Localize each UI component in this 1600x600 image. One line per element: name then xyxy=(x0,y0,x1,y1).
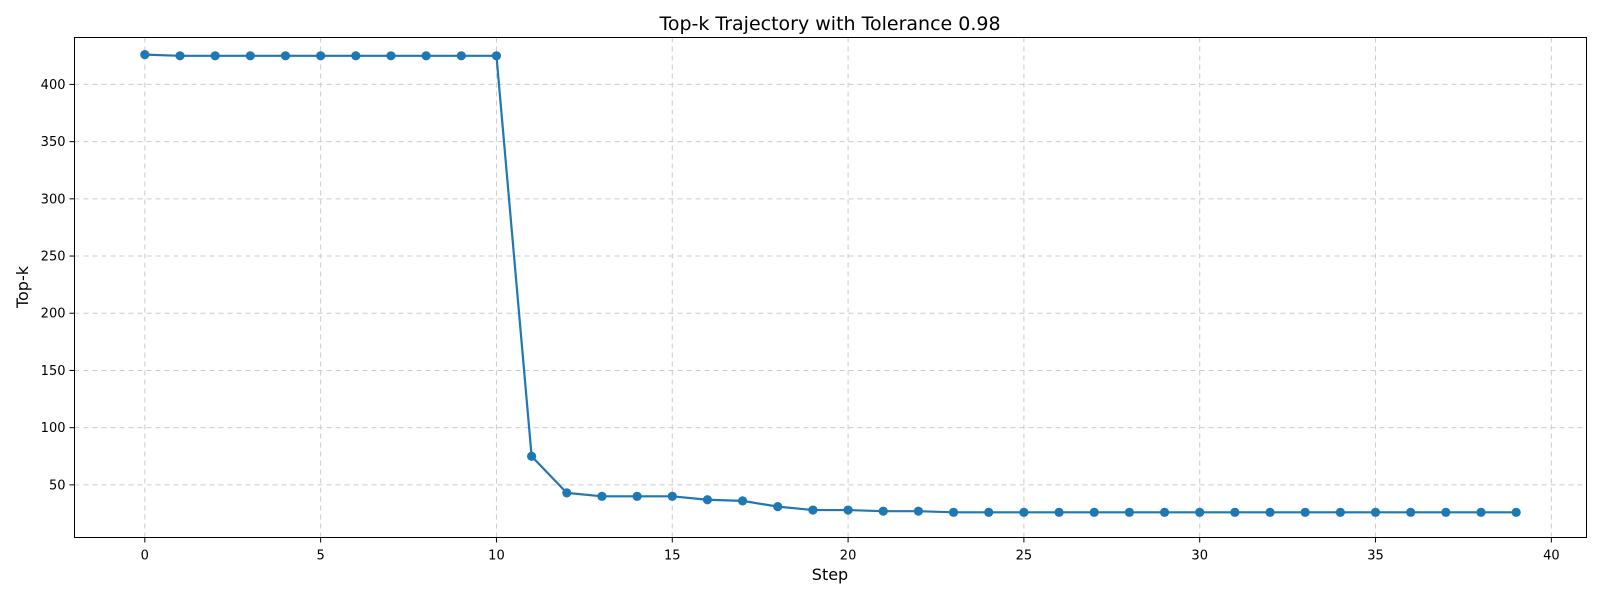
data-point xyxy=(597,491,607,501)
tick-layer: 0 5 10 15 20 25 30 35 40 50 100 150 200 250 300 350 400 xyxy=(41,78,1560,564)
x-tick-label: 35 xyxy=(1367,549,1384,564)
data-point xyxy=(737,496,748,506)
data-point xyxy=(1019,507,1029,517)
data-point xyxy=(948,507,959,517)
data-point xyxy=(562,488,572,498)
data-point xyxy=(245,51,255,61)
data-point xyxy=(1300,507,1310,517)
data-point xyxy=(280,51,291,61)
x-tick-label: 25 xyxy=(1016,549,1033,564)
data-point xyxy=(1476,507,1486,517)
x-tick-label: 10 xyxy=(488,549,505,564)
y-tick-label: 250 xyxy=(41,250,66,265)
data-point xyxy=(1124,507,1134,517)
data-point xyxy=(456,51,466,61)
chart-title: Top-k Trajectory with Tolerance 0.98 xyxy=(658,13,1000,35)
data-point xyxy=(140,50,150,60)
data-point xyxy=(386,51,396,61)
data-point xyxy=(210,51,220,61)
data-point xyxy=(1335,507,1345,517)
y-tick-label: 350 xyxy=(41,135,66,150)
data-point xyxy=(702,495,713,505)
data-point xyxy=(491,51,502,61)
data-point xyxy=(175,51,185,61)
x-tick-label: 20 xyxy=(840,549,857,564)
x-tick-label: 40 xyxy=(1543,549,1560,564)
y-tick-label: 100 xyxy=(41,421,66,436)
data-point xyxy=(1441,507,1451,517)
data-point xyxy=(527,451,537,461)
data-point xyxy=(421,51,431,61)
data-point xyxy=(843,505,853,515)
series-layer xyxy=(140,50,1521,517)
data-point xyxy=(632,491,642,501)
plot-frame xyxy=(74,37,1587,538)
x-tick-label: 5 xyxy=(316,549,324,564)
x-tick-label: 15 xyxy=(664,549,681,564)
data-point xyxy=(1265,507,1275,517)
data-point xyxy=(913,506,924,516)
y-tick-label: 400 xyxy=(41,78,66,93)
data-point xyxy=(1159,507,1170,517)
series-line xyxy=(144,53,1517,514)
x-tick-label: 30 xyxy=(1191,549,1208,564)
y-tick-label: 150 xyxy=(41,364,66,379)
data-point xyxy=(1230,507,1240,517)
data-point xyxy=(1511,507,1521,517)
data-point xyxy=(351,51,361,61)
data-point xyxy=(878,506,888,516)
data-point xyxy=(316,51,326,61)
y-tick-label: 50 xyxy=(49,478,66,493)
data-point xyxy=(808,505,818,515)
y-axis-label: Top-k xyxy=(13,265,32,309)
y-tick-label: 300 xyxy=(41,192,66,207)
data-point xyxy=(1089,507,1099,517)
x-axis-label: Step xyxy=(812,565,848,584)
grid-layer xyxy=(74,37,1587,538)
data-point xyxy=(1054,507,1064,517)
data-point xyxy=(1195,507,1205,517)
x-tick-label: 0 xyxy=(141,549,149,564)
y-tick-label: 200 xyxy=(41,307,66,322)
data-point xyxy=(1370,507,1381,517)
data-point xyxy=(667,491,677,501)
data-point xyxy=(1406,507,1416,517)
data-point xyxy=(773,502,783,512)
data-point xyxy=(984,507,994,517)
